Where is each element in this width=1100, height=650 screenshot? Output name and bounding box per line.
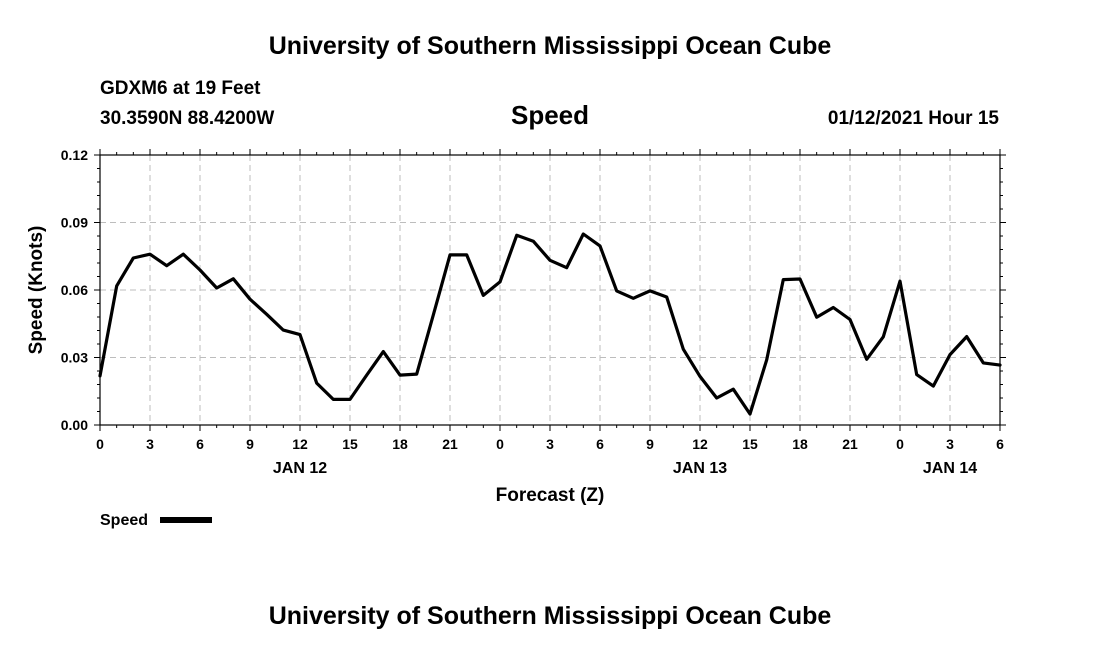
y-axis-ticks: 0.00 0.03 0.06 0.09 0.12 <box>61 147 1006 433</box>
y-tick-label: 0.00 <box>61 417 88 433</box>
x-tick-label: 21 <box>842 436 858 452</box>
y-tick-label: 0.03 <box>61 350 88 366</box>
y-axis-label: Speed (Knots) <box>26 226 47 355</box>
x-tick-label: 0 <box>496 436 504 452</box>
x-tick-label: 21 <box>442 436 458 452</box>
timestamp-label: 01/12/2021 Hour 15 <box>828 108 1000 129</box>
location-label: 30.3590N 88.4200W <box>100 108 274 129</box>
chart-title: Speed <box>511 100 589 130</box>
x-tick-label: 15 <box>742 436 758 452</box>
x-axis-label: Forecast (Z) <box>496 485 605 506</box>
y-tick-label: 0.09 <box>61 215 88 231</box>
x-tick-label: 0 <box>96 436 104 452</box>
x-tick-label: 6 <box>196 436 204 452</box>
footer-title: University of Southern Mississippi Ocean… <box>269 602 832 630</box>
x-tick-label: 3 <box>946 436 954 452</box>
x-tick-label: 15 <box>342 436 358 452</box>
series-line-speed <box>98 232 1002 416</box>
x-tick-label: 9 <box>646 436 654 452</box>
day-label: JAN 14 <box>923 460 977 477</box>
station-label: GDXM6 at 19 Feet <box>100 78 261 99</box>
x-axis-ticks: 0 3 6 9 12 15 18 21 0 3 6 9 12 15 18 21 0 3 6 <box>96 149 1004 452</box>
x-tick-label: 18 <box>392 436 408 452</box>
grid-lines <box>100 155 1000 425</box>
x-tick-label: 3 <box>146 436 154 452</box>
y-tick-label: 0.06 <box>61 282 88 298</box>
x-tick-label: 12 <box>692 436 708 452</box>
series-layer <box>98 232 1002 416</box>
x-tick-label: 18 <box>792 436 808 452</box>
x-tick-label: 6 <box>996 436 1004 452</box>
x-tick-label: 9 <box>246 436 254 452</box>
x-tick-label: 3 <box>546 436 554 452</box>
legend-label: Speed <box>100 512 148 529</box>
day-label: JAN 12 <box>273 460 327 477</box>
plot-frame <box>99 154 1001 426</box>
x-tick-label: 0 <box>896 436 904 452</box>
y-tick-label: 0.12 <box>61 147 88 163</box>
x-tick-label: 6 <box>596 436 604 452</box>
x-tick-label: 12 <box>292 436 308 452</box>
page-title: University of Southern Mississippi Ocean… <box>269 32 832 60</box>
day-labels: JAN 12 JAN 13 JAN 14 <box>273 460 977 477</box>
day-label: JAN 13 <box>673 460 727 477</box>
